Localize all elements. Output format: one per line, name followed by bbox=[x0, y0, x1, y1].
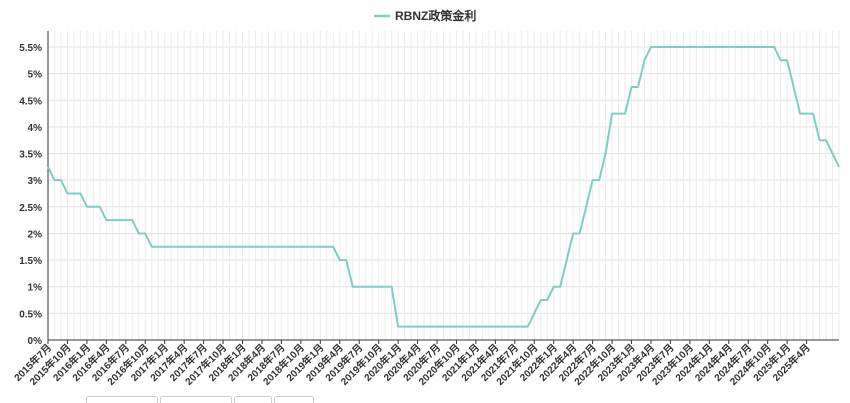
y-tick-label: 2.5% bbox=[19, 203, 42, 214]
y-tick-label: 5% bbox=[28, 70, 43, 81]
y-tick-label: 1% bbox=[28, 283, 43, 294]
chart-legend[interactable]: RBNZ政策金利 bbox=[374, 8, 476, 23]
legend-label: RBNZ政策金利 bbox=[395, 8, 476, 23]
y-tick-label: 0% bbox=[28, 336, 43, 347]
chart-axes bbox=[47, 31, 839, 341]
series-group bbox=[47, 45, 840, 328]
y-tick-label: 1.5% bbox=[19, 256, 42, 267]
y-tick-label: 5.5% bbox=[19, 43, 42, 54]
x-axis-ticks: 2015年7月2015年10月2016年1月2016年4月2016年7月2016… bbox=[11, 340, 813, 388]
y-tick-label: 3.5% bbox=[19, 150, 42, 161]
chart-grid bbox=[47, 31, 840, 341]
series-line-rbnz-rate bbox=[47, 45, 840, 328]
y-tick-label: 4.5% bbox=[19, 96, 42, 107]
y-tick-label: 2% bbox=[28, 229, 43, 240]
y-tick-label: 3% bbox=[28, 176, 43, 187]
y-tick-label: 0.5% bbox=[19, 309, 42, 320]
y-tick-label: 4% bbox=[28, 123, 43, 134]
y-axis-ticks: 0% 0.5% 1% 1.5% 2% 2.5% 3% 3.5% 4% 4.5% 5% 5.5% bbox=[19, 43, 42, 347]
